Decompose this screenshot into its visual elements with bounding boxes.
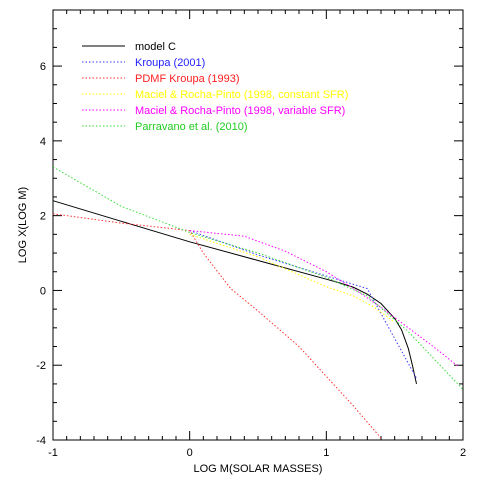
legend-label-kroupa-2001: Kroupa (2001) (135, 57, 205, 69)
y-tick-label: -2 (36, 360, 46, 372)
x-tick-label: 0 (187, 447, 193, 459)
y-tick-label: -4 (36, 435, 46, 447)
legend-label-maciel-rocha-pinto-1998-constant-sfr: Maciel & Rocha-Pinto (1998, constant SFR… (135, 89, 348, 101)
series-line-kroupa-2001 (189, 230, 417, 379)
tick-labels: -1 0 1 2 -4 -2 0 2 4 6 (36, 61, 466, 459)
series-line-pdmf-kroupa-1993 (52, 213, 382, 439)
x-tick-label: -1 (48, 447, 58, 459)
legend-label-parravano-et-al-2010: Parravano et al. (2010) (135, 121, 248, 133)
x-axis-label: LOG M(SOLAR MASSES) (194, 463, 323, 475)
series-line-maciel-rocha-pinto-1998-variable-sfr (189, 230, 460, 368)
y-tick-label: 0 (40, 285, 46, 297)
legend-label-pdmf-kroupa-1993: PDMF Kroupa (1993) (135, 73, 240, 85)
series-line-parravano-et-al-2010 (52, 166, 464, 390)
y-axis-label: LOG X(LOG M) (17, 187, 29, 263)
plot-frame (52, 9, 464, 441)
axis-ticks (52, 9, 464, 441)
legend-label-model-c: model C (135, 41, 176, 53)
legend: model C Kroupa (2001) PDMF Kroupa (1993) Ma… (82, 41, 348, 133)
y-tick-label: 6 (40, 61, 46, 73)
series-lines (52, 166, 464, 439)
series-line-model-c (52, 200, 417, 385)
x-tick-label: 1 (323, 447, 329, 459)
legend-label-maciel-rocha-pinto-1998-variable-sfr: Maciel & Rocha-Pinto (1998, variable SFR… (135, 105, 345, 117)
x-tick-label: 2 (460, 447, 466, 459)
y-tick-label: 2 (40, 211, 46, 223)
y-tick-label: 4 (40, 136, 46, 148)
series-line-maciel-rocha-pinto-1998-constant-sfr (189, 233, 395, 323)
